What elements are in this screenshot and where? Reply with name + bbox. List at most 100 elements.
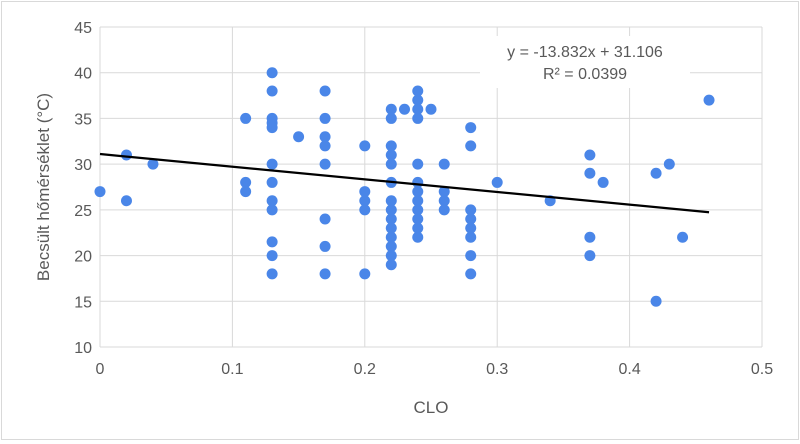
data-point bbox=[120, 149, 132, 161]
x-tick-label: 0.4 bbox=[618, 361, 640, 378]
y-tick-label: 25 bbox=[74, 203, 92, 220]
data-point bbox=[491, 176, 503, 188]
data-point bbox=[385, 204, 397, 216]
x-tick-label: 0.2 bbox=[354, 361, 376, 378]
data-point bbox=[412, 222, 424, 234]
data-point bbox=[266, 268, 278, 280]
data-point bbox=[385, 195, 397, 207]
data-point bbox=[412, 94, 424, 106]
data-point bbox=[465, 204, 477, 216]
data-point bbox=[359, 195, 371, 207]
data-point bbox=[319, 140, 331, 152]
data-point bbox=[293, 131, 305, 143]
data-point bbox=[412, 195, 424, 207]
data-point bbox=[385, 103, 397, 115]
data-point bbox=[412, 186, 424, 198]
data-point bbox=[677, 231, 689, 243]
data-point bbox=[319, 85, 331, 97]
data-point bbox=[319, 240, 331, 252]
data-point bbox=[412, 204, 424, 216]
data-point bbox=[412, 85, 424, 97]
y-tick-label: 10 bbox=[74, 340, 92, 357]
data-point bbox=[359, 204, 371, 216]
x-tick-label: 0 bbox=[96, 361, 105, 378]
data-point bbox=[319, 112, 331, 124]
y-axis-title: Becsült hőmérséklet (°C) bbox=[34, 93, 53, 281]
data-point bbox=[319, 158, 331, 170]
data-point bbox=[412, 231, 424, 243]
data-point bbox=[663, 158, 675, 170]
y-tick-label: 15 bbox=[74, 294, 92, 311]
data-point bbox=[438, 186, 450, 198]
data-point bbox=[266, 176, 278, 188]
data-point bbox=[120, 195, 132, 207]
data-point bbox=[650, 295, 662, 307]
data-point bbox=[584, 250, 596, 262]
data-point bbox=[266, 204, 278, 216]
data-point bbox=[319, 268, 331, 280]
data-point bbox=[266, 67, 278, 79]
data-point bbox=[385, 222, 397, 234]
data-point bbox=[266, 236, 278, 248]
data-point bbox=[465, 268, 477, 280]
scatter-chart: 10 15 20 25 30 35 40 45 0 0.1 0.2 0.3 0.4 0.5 CLO Bec… bbox=[34, 20, 773, 417]
trendline bbox=[99, 152, 710, 214]
data-point bbox=[412, 213, 424, 225]
y-tick-label: 35 bbox=[74, 111, 92, 128]
data-point bbox=[319, 131, 331, 143]
y-tick-label: 45 bbox=[74, 20, 92, 37]
data-point bbox=[94, 186, 106, 198]
data-point bbox=[359, 268, 371, 280]
labels: CLO Becsült hőmérséklet (°C) y = -13.832… bbox=[34, 36, 690, 417]
data-point bbox=[425, 103, 437, 115]
data-point bbox=[597, 176, 609, 188]
data-point bbox=[385, 158, 397, 170]
x-tick-label: 0.3 bbox=[486, 361, 508, 378]
data-points bbox=[94, 67, 715, 307]
data-point bbox=[385, 140, 397, 152]
r-squared-label: R² = 0.0399 bbox=[543, 66, 627, 83]
data-point bbox=[147, 158, 159, 170]
data-point bbox=[240, 112, 252, 124]
data-point bbox=[465, 222, 477, 234]
data-point bbox=[240, 176, 252, 188]
data-point bbox=[584, 167, 596, 179]
data-point bbox=[359, 186, 371, 198]
x-axis-title: CLO bbox=[414, 398, 449, 417]
data-point bbox=[385, 259, 397, 271]
data-point bbox=[465, 231, 477, 243]
data-point bbox=[319, 213, 331, 225]
data-point bbox=[584, 149, 596, 161]
data-point bbox=[240, 186, 252, 198]
data-point bbox=[438, 204, 450, 216]
data-point bbox=[412, 103, 424, 115]
data-point bbox=[465, 213, 477, 225]
x-tick-label: 0.5 bbox=[751, 361, 773, 378]
data-point bbox=[412, 112, 424, 124]
data-point bbox=[438, 158, 450, 170]
data-point bbox=[266, 250, 278, 262]
data-point bbox=[266, 195, 278, 207]
data-point bbox=[385, 240, 397, 252]
data-point bbox=[650, 167, 662, 179]
data-point bbox=[412, 158, 424, 170]
data-point bbox=[266, 85, 278, 97]
data-point bbox=[399, 103, 411, 115]
axes: 10 15 20 25 30 35 40 45 0 0.1 0.2 0.3 0.4 0.5 bbox=[74, 20, 773, 378]
trendline-group bbox=[99, 152, 710, 214]
data-point bbox=[266, 158, 278, 170]
data-point bbox=[703, 94, 715, 106]
y-tick-label: 40 bbox=[74, 66, 92, 83]
data-point bbox=[385, 149, 397, 161]
data-point bbox=[385, 213, 397, 225]
data-point bbox=[465, 122, 477, 134]
trendline-equation: y = -13.832x + 31.106 bbox=[507, 44, 663, 61]
data-point bbox=[385, 112, 397, 124]
data-point bbox=[385, 250, 397, 262]
equation-background bbox=[480, 36, 690, 88]
y-tick-label: 20 bbox=[74, 249, 92, 266]
data-point bbox=[385, 231, 397, 243]
data-point bbox=[584, 231, 596, 243]
data-point bbox=[438, 195, 450, 207]
